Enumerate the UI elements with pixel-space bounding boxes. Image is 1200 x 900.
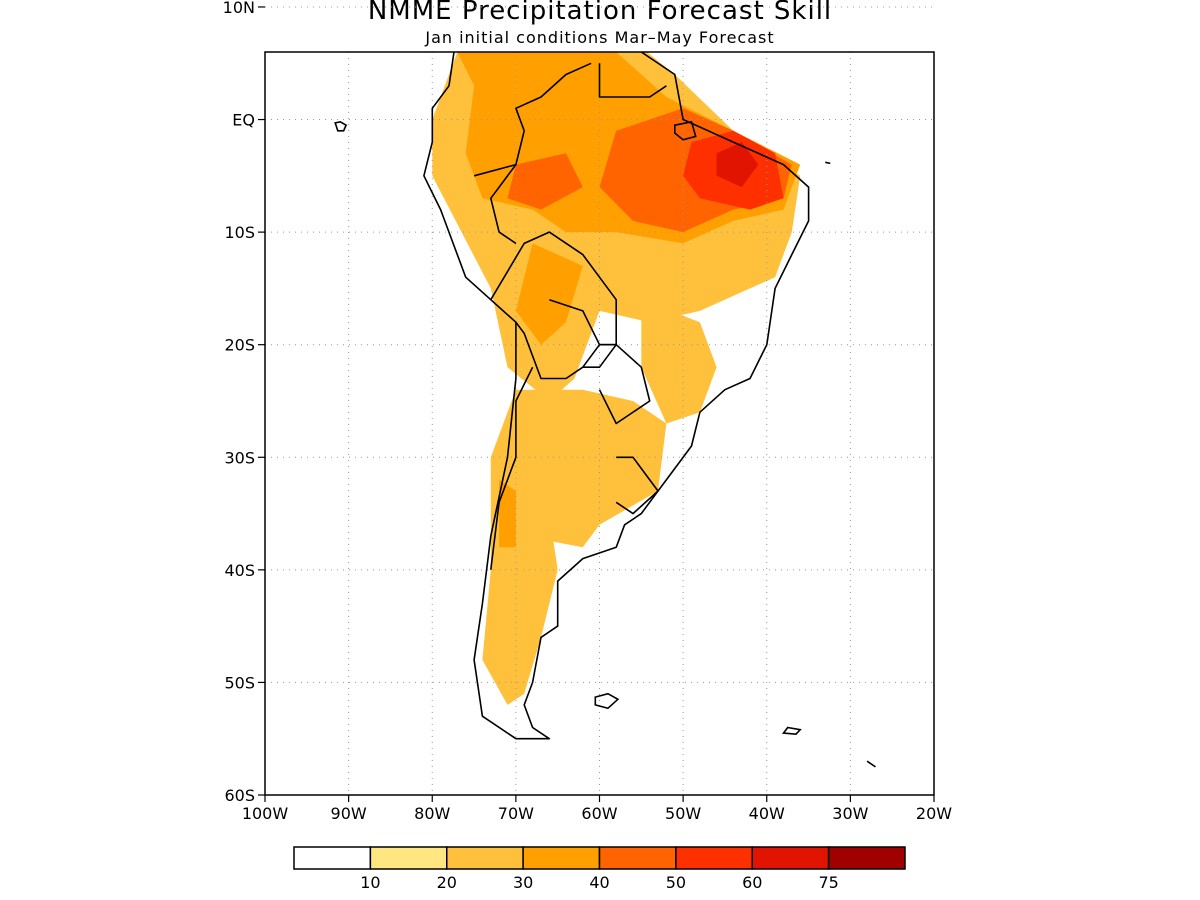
island-5 <box>866 760 876 768</box>
skill-region-3 <box>641 299 717 424</box>
island-1 <box>781 726 802 736</box>
skill-region-10 <box>716 142 759 188</box>
colorbar-label: 75 <box>818 873 838 892</box>
coastline-0 <box>423 52 810 740</box>
colorbar-label: 40 <box>589 873 609 892</box>
colorbar-label: 20 <box>437 873 457 892</box>
lon-tick-label: 90W <box>331 804 367 823</box>
lon-tick-label: 20W <box>916 804 952 823</box>
lat-tick-label: 50S <box>224 673 255 692</box>
page-subtitle: Jan initial conditions Mar–May Forecast <box>425 28 775 47</box>
skill-region-8 <box>507 153 583 210</box>
lat-tick-label: 20S <box>224 336 255 355</box>
lon-tick-label: 30W <box>832 804 868 823</box>
colorbar-swatch <box>675 846 753 870</box>
colorbar-swatch <box>827 846 906 870</box>
skill-region-6 <box>499 479 516 548</box>
skill-region-5 <box>515 243 583 345</box>
lat-tick-label: 10N <box>223 0 255 17</box>
colorbar-label: 50 <box>666 873 686 892</box>
lat-tick-label: 60S <box>224 786 255 805</box>
island-2 <box>334 120 348 132</box>
colorbar-swatch <box>522 846 601 870</box>
island-0 <box>594 692 620 710</box>
lon-tick-label: 60W <box>581 804 617 823</box>
colorbar-label: 10 <box>360 873 380 892</box>
coastline-2 <box>357 0 407 7</box>
coastline-outlines <box>223 0 876 768</box>
lon-tick-label: 40W <box>749 804 785 823</box>
colorbar-swatch <box>751 846 830 870</box>
coastline-3 <box>441 18 458 41</box>
lon-tick-label: 70W <box>498 804 534 823</box>
colorbar-swatch <box>446 846 524 870</box>
lon-tick-label: 50W <box>665 804 701 823</box>
colorbar-label: 30 <box>513 873 533 892</box>
lon-tick-label: 100W <box>242 804 289 823</box>
island-4 <box>584 0 592 6</box>
colorbar: 10 20 30 40 50 60 75 <box>293 846 906 892</box>
coastline-1 <box>223 0 457 30</box>
coastline-9 <box>615 456 659 515</box>
colorbar-label: 60 <box>742 873 762 892</box>
lat-tick-label: EQ <box>232 111 255 130</box>
lat-tick-label: 30S <box>224 448 255 467</box>
coastline-6 <box>490 366 534 570</box>
island-6 <box>825 161 831 165</box>
coastline-10 <box>549 298 617 346</box>
colorbar-swatch <box>293 846 372 870</box>
lat-tick-label: 10S <box>224 223 255 242</box>
colorbar-swatch <box>598 846 677 870</box>
skill-shading <box>432 52 801 705</box>
page-title: NMME Precipitation Forecast Skill <box>367 0 833 26</box>
lon-tick-label: 80W <box>414 804 450 823</box>
lat-tick-label: 40S <box>224 561 255 580</box>
colorbar-swatch <box>369 846 448 870</box>
coastline-8 <box>489 164 517 245</box>
coastline-11 <box>598 63 667 98</box>
island-3 <box>673 120 697 141</box>
